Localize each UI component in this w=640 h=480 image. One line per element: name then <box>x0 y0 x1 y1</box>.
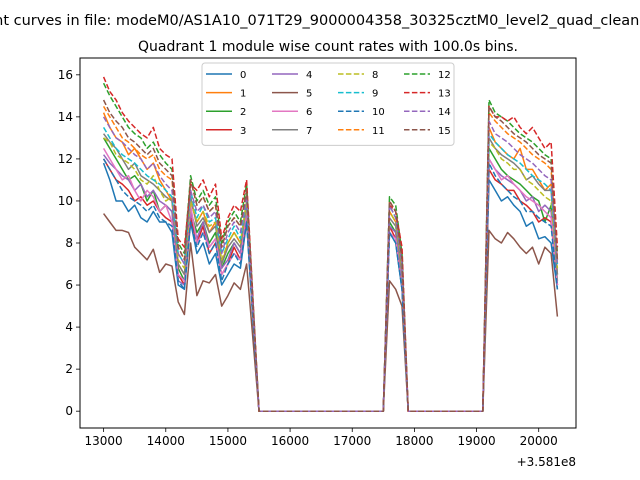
series-line-0 <box>102 162 559 412</box>
legend-label-3: 3 <box>240 126 246 137</box>
legend-label-11: 11 <box>372 126 385 137</box>
x-tick-label: 17000 <box>333 434 371 448</box>
series-line-9 <box>102 127 559 412</box>
legend-label-0: 0 <box>240 70 246 81</box>
x-tick-label: 15000 <box>209 434 247 448</box>
y-tick-label: 0 <box>65 404 73 418</box>
legend-label-12: 12 <box>438 70 451 81</box>
series-line-13 <box>102 76 559 412</box>
x-tick-label: 16000 <box>271 434 309 448</box>
legend-label-5: 5 <box>306 89 312 100</box>
y-tick-label: 14 <box>58 110 73 124</box>
series-line-8 <box>103 137 559 412</box>
x-tick-label: 14000 <box>147 434 185 448</box>
series-line-7 <box>102 133 559 412</box>
y-tick-label: 16 <box>58 68 73 82</box>
x-tick-label: 13000 <box>85 434 123 448</box>
legend-label-13: 13 <box>438 89 451 100</box>
x-offset-label: +3.581e8 <box>517 455 576 469</box>
chart-title: Quadrant 1 module wise count rates with … <box>138 39 518 55</box>
series-line-14 <box>102 116 559 412</box>
legend-label-7: 7 <box>306 126 312 137</box>
x-tick-label: 20000 <box>520 434 558 448</box>
legend-label-15: 15 <box>438 126 451 137</box>
series-line-6 <box>102 148 559 412</box>
legend-label-1: 1 <box>240 89 246 100</box>
series-line-10 <box>102 158 559 412</box>
x-tick-label: 18000 <box>395 434 433 448</box>
legend-label-10: 10 <box>372 107 385 118</box>
legend-label-8: 8 <box>372 70 378 81</box>
legend-label-14: 14 <box>438 107 451 118</box>
x-tick-label: 19000 <box>457 434 495 448</box>
series-line-5 <box>102 213 559 412</box>
y-tick-label: 4 <box>65 320 73 334</box>
y-tick-label: 10 <box>58 194 73 208</box>
legend-label-6: 6 <box>306 107 312 118</box>
legend-box <box>201 62 455 146</box>
y-tick-label: 2 <box>65 362 73 376</box>
legend-label-9: 9 <box>372 89 378 100</box>
y-tick-label: 12 <box>58 152 73 166</box>
series-line-3 <box>102 158 559 412</box>
axis-ticks: 13000 14000 15000 16000 17000 18000 19000 20000… <box>58 68 558 448</box>
legend-label-2: 2 <box>240 107 246 118</box>
series-line-12 <box>102 82 559 412</box>
y-tick-label: 6 <box>65 278 73 292</box>
legend-label-4: 4 <box>306 70 312 81</box>
y-tick-label: 8 <box>65 236 73 250</box>
series-line-15 <box>102 99 559 412</box>
series-lines <box>102 76 559 412</box>
figure-suptitle: Light curves in file: modeM0/AS1A10_071T… <box>0 13 640 29</box>
